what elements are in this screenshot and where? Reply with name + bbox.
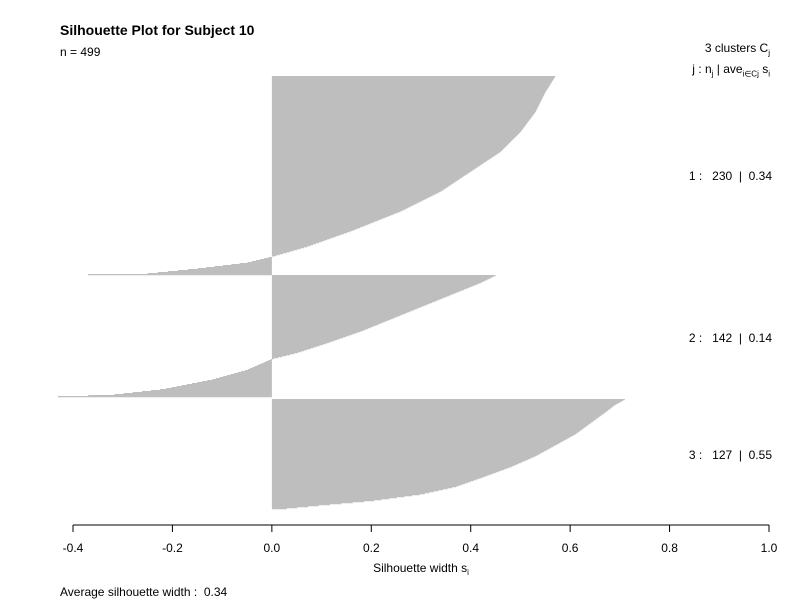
x-tick-label: 1.0 bbox=[761, 541, 778, 555]
x-tick-label: 0.0 bbox=[264, 541, 281, 555]
cluster-1-bars bbox=[87, 76, 556, 276]
cluster-2-bars bbox=[58, 275, 496, 398]
x-tick-label: 0.4 bbox=[462, 541, 479, 555]
cluster-3-bars bbox=[271, 399, 625, 510]
legend-header-line1: 3 clusters Cj bbox=[704, 41, 770, 58]
x-tick-label: 0.2 bbox=[363, 541, 380, 555]
sample-count: n = 499 bbox=[60, 45, 101, 59]
cluster-2-label: 2 : 142 | 0.14 bbox=[688, 331, 772, 345]
x-tick-label: -0.2 bbox=[162, 541, 183, 555]
x-tick-label: 0.8 bbox=[661, 541, 678, 555]
x-axis-label: Silhouette width si bbox=[373, 561, 469, 577]
cluster-1-label: 1 : 230 | 0.34 bbox=[688, 169, 772, 183]
x-tick-label: 0.6 bbox=[562, 541, 579, 555]
chart-title: Silhouette Plot for Subject 10 bbox=[60, 22, 255, 38]
average-silhouette-width: Average silhouette width : 0.34 bbox=[60, 585, 228, 599]
legend-header: 3 clusters Cj j : nj | avei∈Cj si bbox=[692, 40, 770, 83]
x-tick-label: -0.4 bbox=[63, 541, 84, 555]
cluster-3-label: 3 : 127 | 0.55 bbox=[688, 448, 772, 462]
legend-header-line2: j : nj | avei∈Cj si bbox=[692, 62, 770, 79]
